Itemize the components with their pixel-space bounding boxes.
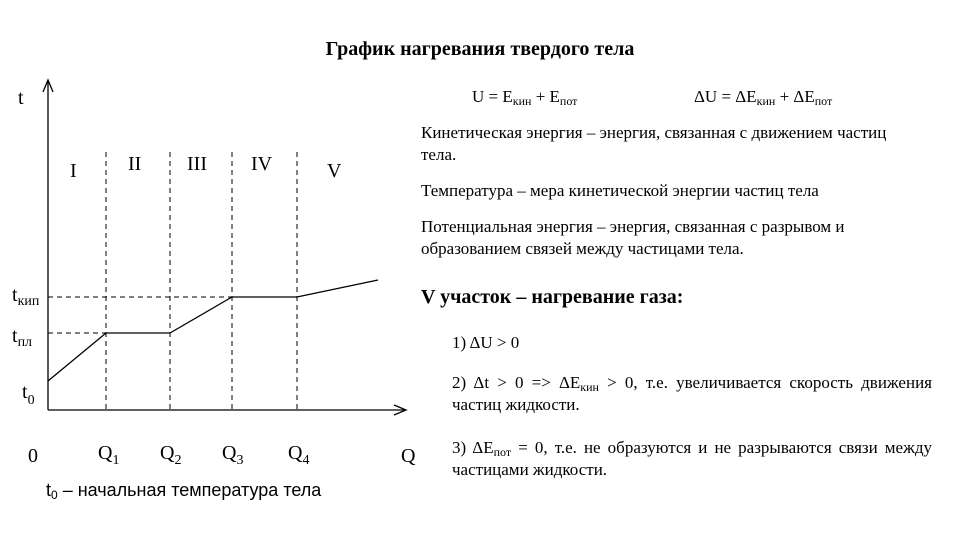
page-title: График нагревания твердого тела — [325, 38, 635, 60]
potential-energy-definition: Потенциальная энергия – энергия, связанн… — [421, 217, 845, 258]
energy-sum-formula: U = Eкин + Eпот — [472, 87, 578, 108]
section-heading: V участок – нагревание газа: — [421, 286, 684, 308]
y-axis-label: t — [18, 87, 24, 109]
region-label-5: V — [327, 160, 342, 182]
x-axis-arrow — [393, 404, 408, 416]
y-tick-tkip: tкип — [12, 284, 40, 309]
y-tick-tpl: tпл — [12, 325, 32, 350]
y-axis-arrow — [42, 78, 54, 93]
x-tick-q3: Q3 — [222, 442, 243, 468]
list-item-2: 2) Δt > 0 => ΔEкин > 0, т.е. увеличивает… — [452, 373, 932, 414]
region-label-4: IV — [251, 153, 273, 175]
energy-delta-formula: ΔU = ΔEкин + ΔEпот — [694, 87, 833, 108]
heating-curve — [47, 279, 379, 382]
region-label-2: II — [128, 153, 141, 175]
y-tick-t0: t0 — [22, 381, 35, 408]
temperature-definition: Температура – мера кинетической энергии … — [421, 181, 819, 200]
chart-caption: t0 – начальная температура тела — [46, 480, 322, 502]
x-tick-q2: Q2 — [160, 442, 181, 468]
x-tick-q1: Q1 — [98, 442, 119, 468]
kinetic-energy-definition: Кинетическая энергия – энергия, связанна… — [421, 123, 887, 164]
x-axis-label: Q — [401, 445, 416, 467]
region-label-3: III — [187, 153, 207, 175]
x-tick-q4: Q4 — [288, 442, 309, 468]
list-item-1: 1) ΔU > 0 — [452, 333, 520, 352]
list-item-3: 3) ΔEпот = 0, т.е. не образуются и не ра… — [452, 438, 933, 479]
origin-label: 0 — [28, 445, 38, 467]
region-label-1: I — [70, 160, 77, 182]
